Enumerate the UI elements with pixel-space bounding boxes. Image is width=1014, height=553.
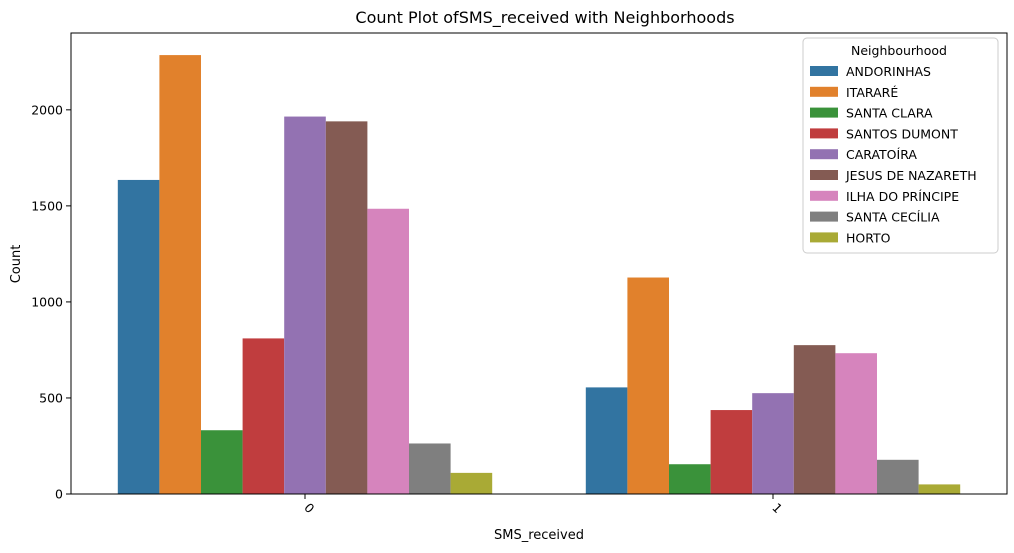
legend-label: CARATOÍRA xyxy=(846,147,917,162)
y-tick-label: 1000 xyxy=(31,294,63,309)
legend-label: SANTA CLARA xyxy=(846,106,933,121)
legend-title: Neighbourhood xyxy=(851,43,947,58)
bar-santos-dumont-sms-1 xyxy=(710,410,753,494)
x-tick-label: 0 xyxy=(301,500,317,516)
bar-santa-clara-sms-1 xyxy=(669,464,711,494)
legend-label: SANTA CECÍLIA xyxy=(846,210,940,225)
x-tick-label: 1 xyxy=(769,500,785,516)
y-axis-label: Count xyxy=(9,245,24,284)
legend-entries: ANDORINHAS ITARARÉ SANTA CLARA SANTOS DUMON… xyxy=(810,64,977,245)
legend-swatch xyxy=(810,107,838,118)
plot-frame xyxy=(70,32,1008,495)
y-tick-label: 500 xyxy=(39,390,63,405)
bar-santa-clara-sms-0 xyxy=(201,430,243,494)
y-tick-label: 0 xyxy=(55,487,63,502)
legend-label: ILHA DO PRÍNCIPE xyxy=(846,189,959,204)
y-tick-label: 2000 xyxy=(31,102,63,117)
bar-andorinhas-sms-0 xyxy=(117,179,160,494)
bar-andorinhas-sms-1 xyxy=(585,387,628,494)
legend-swatch xyxy=(810,232,838,243)
bar-horto-sms-0 xyxy=(450,472,493,494)
legend-label: HORTO xyxy=(846,230,891,245)
legend-label: SANTOS DUMONT xyxy=(846,126,958,141)
bars-layer xyxy=(117,55,961,495)
bar-santa-cec-lia-sms-1 xyxy=(877,459,919,494)
legend-box xyxy=(802,37,999,254)
bar-horto-sms-1 xyxy=(918,484,961,494)
bar-itarar--sms-1 xyxy=(627,277,669,494)
chart-title: Count Plot ofSMS_received with Neighborh… xyxy=(355,8,734,28)
y-axis: 0 500 1000 1500 2000 xyxy=(31,102,71,502)
bar-jesus-de-nazareth-sms-1 xyxy=(793,345,836,494)
legend-swatch xyxy=(810,170,838,180)
legend: Neighbourhood ANDORINHAS ITARARÉ SANTA CLA… xyxy=(802,37,999,254)
bar-santos-dumont-sms-0 xyxy=(242,338,285,494)
legend-swatch xyxy=(810,149,838,160)
legend-label: ITARARÉ xyxy=(846,85,898,100)
legend-label: JESUS DE NAZARETH xyxy=(845,168,977,183)
legend-swatch xyxy=(810,86,838,97)
bar-ilha-do-pr-ncipe-sms-1 xyxy=(835,353,877,494)
bar-jesus-de-nazareth-sms-0 xyxy=(325,121,368,495)
bar-ilha-do-pr-ncipe-sms-0 xyxy=(367,208,409,494)
bar-carato-ra-sms-0 xyxy=(284,116,326,494)
y-tick-label: 1500 xyxy=(31,198,63,213)
bar-carato-ra-sms-1 xyxy=(752,393,794,494)
legend-label: ANDORINHAS xyxy=(846,64,931,79)
x-axis-label: SMS_received xyxy=(494,528,584,543)
bar-itarar--sms-0 xyxy=(159,55,201,495)
legend-swatch xyxy=(810,211,838,222)
legend-swatch xyxy=(810,66,838,76)
bar-santa-cec-lia-sms-0 xyxy=(409,443,451,494)
legend-swatch xyxy=(810,128,838,139)
legend-swatch xyxy=(810,190,838,201)
